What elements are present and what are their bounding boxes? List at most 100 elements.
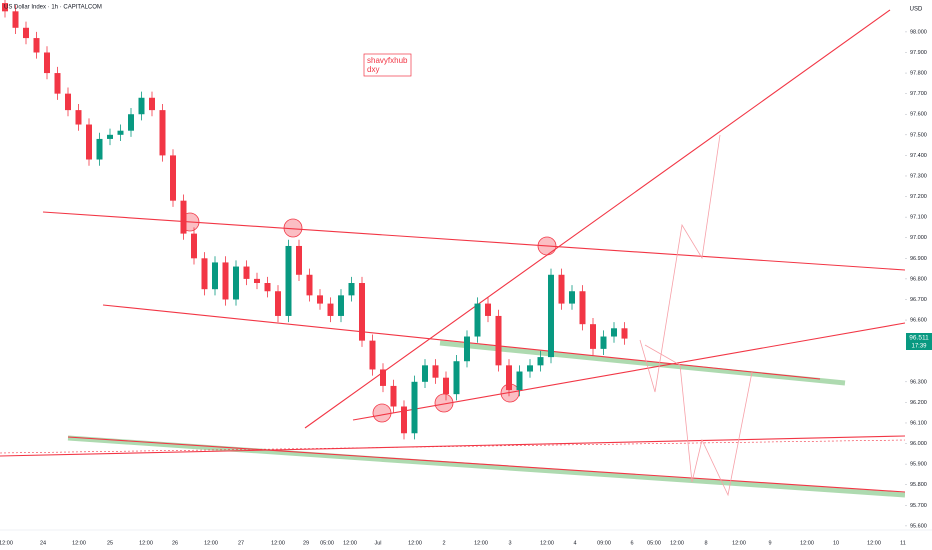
candle-body [222,262,229,300]
annotation: shavyfxhub [367,56,408,65]
x-tick-label: 12:00 [670,540,684,546]
x-tick-label: 12:00 [139,540,153,546]
y-tick-label: 97.700 [910,91,927,97]
price-axis [905,0,932,530]
candle-body [306,274,313,296]
candle-body [327,303,334,316]
trend-line [304,9,891,429]
y-tick-label: 97.500 [910,132,927,138]
candle-body [558,274,565,304]
x-tick-label: 26 [172,540,178,546]
x-tick-label: 8 [704,540,707,546]
candle-body [527,365,533,372]
candles [2,0,628,440]
candle-body [422,365,428,382]
candle-body [159,110,166,156]
candle-body [96,138,103,160]
y-tick-label: 96.700 [910,297,927,303]
candle-body [621,328,628,339]
candle-body [138,97,145,115]
candle-body [464,336,470,362]
candle-body [180,200,187,234]
x-tick-label: 12:00 [72,540,86,546]
candle-body [548,274,554,358]
candle-body [212,262,218,290]
x-tick-label: 4 [573,540,576,546]
x-tick-label: 2 [442,540,445,546]
x-tick-label: 25 [107,540,113,546]
y-tick-label: 95.700 [910,503,927,509]
trend-line [352,322,906,421]
x-tick-label: 05:00 [647,540,661,546]
x-tick-label: 12:00 [540,540,554,546]
x-tick-label: 12:00 [204,540,218,546]
trend-line [42,211,906,271]
projection-path [639,134,721,393]
y-tick-label: 96.300 [910,379,927,385]
candle-body [191,233,197,259]
candle-body [611,328,617,337]
candle-body [495,315,502,366]
candle-body [128,114,134,131]
currency-label: USD [910,7,923,13]
x-tick-label: 12:00 [474,540,488,546]
x-tick-label: 9 [768,540,771,546]
y-tick-label: 97.400 [910,153,927,159]
candle-body [107,134,113,139]
x-tick-label: 29 [303,540,309,546]
touch-circle [283,218,303,238]
candle-body [338,295,344,316]
y-tick-label: 97.300 [910,173,927,179]
candle-body [432,365,439,378]
y-tick-label: 97.100 [910,215,927,221]
candle-body [117,130,124,135]
candle-body [149,97,155,111]
y-tick-label: 96.200 [910,400,927,406]
trend-line [0,435,906,457]
countdown: 17:39 [911,344,927,350]
x-tick-label: 12:00 [343,540,357,546]
candle-body [2,3,8,12]
candle-body [275,291,281,316]
candle-body [170,155,176,201]
candle-body [569,291,575,304]
candle-body [285,245,292,316]
candle-body [579,291,586,325]
candle-body [296,245,302,275]
candle-body [380,369,386,386]
candle-body [317,295,323,304]
y-tick-label: 96.900 [910,256,927,262]
candle-body [86,124,92,160]
price-tag [906,333,932,350]
candle-body [243,266,250,279]
candle-body [600,336,607,349]
candle-body [233,266,239,300]
y-tick-label: 95.900 [910,462,927,468]
chart-title: US Dollar Index · 1h · CAPITALCOM [4,5,102,11]
trend-line [67,436,906,493]
annotation-box [363,53,412,77]
x-tick-label: 12:00 [732,540,746,546]
candle-body [401,406,407,434]
candle-body [54,73,61,94]
candle-body [23,27,29,39]
x-tick-label: 27 [238,540,244,546]
y-tick-label: 96.600 [910,318,927,324]
touch-circle [434,393,454,413]
support-band [67,435,906,498]
y-tick-label: 96.100 [910,420,927,426]
x-tick-label: 3 [508,540,511,546]
x-tick-label: 10 [833,540,839,546]
candle-body [44,52,50,74]
x-tick-label: Jul [374,540,381,546]
y-tick-label: 97.000 [910,235,927,241]
candle-body [443,377,449,395]
candle-body [359,283,365,341]
candle-body [590,324,596,349]
y-tick-label: 97.600 [910,112,927,118]
x-tick-label: 05:00 [320,540,334,546]
candle-body [201,258,208,290]
touch-circle [537,236,557,256]
x-tick-label: 24 [40,540,46,546]
